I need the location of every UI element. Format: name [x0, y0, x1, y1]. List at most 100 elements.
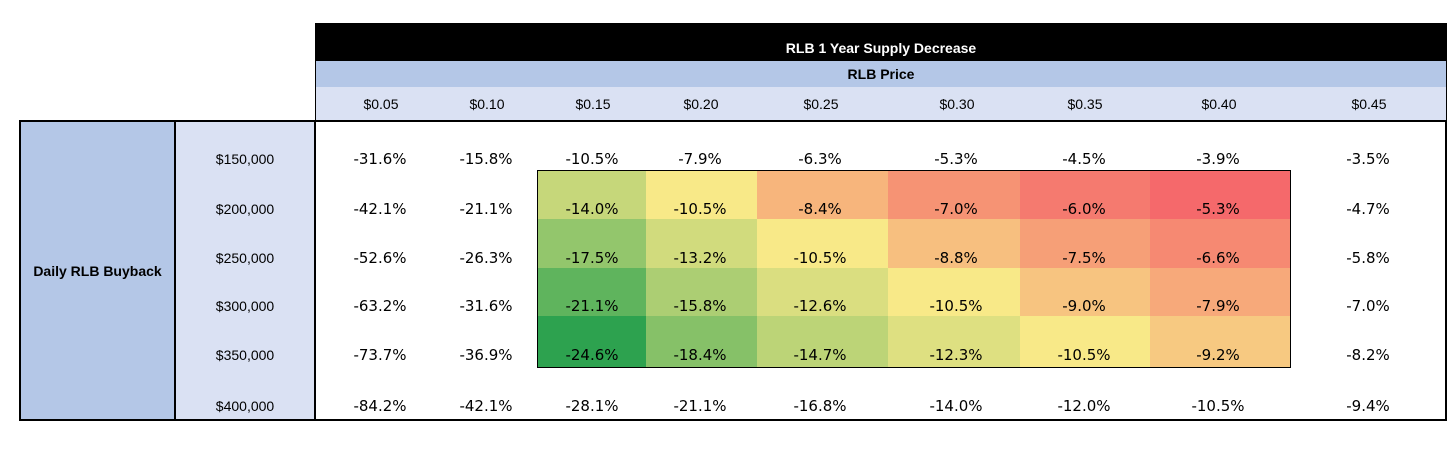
price-header-cell: $0.15 [575, 95, 611, 112]
heatmap-fill [1020, 268, 1150, 316]
heatmap-cell-value: -21.1% [459, 199, 513, 218]
heatmap-cell-value: -31.6% [353, 149, 407, 168]
heatmap-cell-value: -84.2% [353, 396, 407, 415]
buyback-row-label: $350,000 [215, 346, 275, 363]
heatmap-cell-value: -3.5% [1346, 149, 1390, 168]
heatmap-cell-value: -73.7% [353, 345, 407, 364]
heatmap-cell-value: -42.1% [353, 199, 407, 218]
buyback-row-label: $400,000 [215, 397, 275, 414]
heatmap-cell-value: -7.5% [1062, 248, 1106, 267]
heatmap-fill [1020, 316, 1150, 368]
heatmap-cell-value: -31.6% [459, 296, 513, 315]
buyback-row-label: $300,000 [215, 297, 275, 314]
heatmap-fill [757, 170, 888, 219]
heatmap-cell-value: -16.8% [793, 396, 847, 415]
divider-line [314, 120, 316, 421]
price-header-cell: $0.05 [363, 95, 399, 112]
heatmap-cell-value: -10.5% [793, 248, 847, 267]
table-frame [19, 120, 1447, 421]
heatmap-cell-value: -5.8% [1346, 248, 1390, 267]
heatmap-fill [888, 170, 1020, 219]
heatmap-cell-value: -7.9% [1196, 296, 1240, 315]
price-header-cell: $0.45 [1351, 95, 1387, 112]
price-header-cell: $0.25 [803, 95, 839, 112]
heatmap-cell-value: -4.5% [1062, 149, 1106, 168]
heatmap-fill [1150, 219, 1291, 268]
heatmap-fill [537, 219, 646, 268]
heatmap-fill [1150, 316, 1291, 368]
heatmap-fill [646, 170, 757, 219]
heatmap-cell-value: -10.5% [673, 199, 727, 218]
price-header-row: $0.05 $0.10 $0.15 $0.20 $0.25 $0.30 $0.35 $0.40… [315, 87, 1447, 120]
heatmap-fill [537, 316, 646, 368]
heatmap-cell-value: -10.5% [929, 296, 983, 315]
heatmap-cell-value: -14.7% [793, 345, 847, 364]
heatmap-fill [888, 316, 1020, 368]
heatmap-cell-value: -13.2% [673, 248, 727, 267]
heatmap-cell-value: -6.0% [1062, 199, 1106, 218]
heatmap-cell-value: -42.1% [459, 396, 513, 415]
heatmap-cell-value: -10.5% [565, 149, 619, 168]
heatmap-cell-value: -14.0% [565, 199, 619, 218]
heatmap-cell-value: -12.0% [1057, 396, 1111, 415]
heatmap-cell-value: -6.6% [1196, 248, 1240, 267]
heatmap-cell-value: -21.1% [673, 396, 727, 415]
row-label-column [176, 122, 314, 419]
heatmap-cell-value: -63.2% [353, 296, 407, 315]
heatmap-cell-value: -17.5% [565, 248, 619, 267]
heatmap-cell-value: -3.9% [1196, 149, 1240, 168]
buyback-row-label: $200,000 [215, 200, 275, 217]
heatmap-cell-value: -10.5% [1057, 345, 1111, 364]
heatmap-fill [1020, 219, 1150, 268]
heatmap-cell-value: -12.3% [929, 345, 983, 364]
heatmap-cell-value: -8.4% [798, 199, 842, 218]
buyback-row-label: $250,000 [215, 249, 275, 266]
heatmap-fill [646, 268, 757, 316]
heatmap-cell-value: -15.8% [673, 296, 727, 315]
heatmap-fill [1020, 170, 1150, 219]
heatmap-fill [1150, 268, 1291, 316]
price-header-cell: $0.30 [939, 95, 975, 112]
heatmap-cell-value: -12.6% [793, 296, 847, 315]
buyback-row-label: $150,000 [215, 150, 275, 167]
heatmap-cell-value: -15.8% [459, 149, 513, 168]
price-header-cell: $0.10 [469, 95, 505, 112]
heatmap-cell-value: -8.8% [934, 248, 978, 267]
row-group-header: Daily RLB Buyback [21, 122, 174, 419]
heatmap-cell-value: -5.3% [1196, 199, 1240, 218]
heatmap-cell-value: -7.0% [1346, 296, 1390, 315]
heatmap-fill [757, 219, 888, 268]
divider-line [174, 120, 176, 421]
heatmap-cell-value: -36.9% [459, 345, 513, 364]
heatmap-cell-value: -18.4% [673, 345, 727, 364]
heatmap-cell-value: -24.6% [565, 345, 619, 364]
heatmap-fill [757, 268, 888, 316]
heatmap-cell-value: -9.2% [1196, 345, 1240, 364]
heatmap-fill [537, 268, 646, 316]
heatmap-cell-value: -52.6% [353, 248, 407, 267]
heatmap-cell-value: -5.3% [934, 149, 978, 168]
table-title: RLB 1 Year Supply Decrease [315, 23, 1447, 61]
heatmap-fill [757, 316, 888, 368]
heatmap-fill [646, 316, 757, 368]
price-header-cell: $0.35 [1067, 95, 1103, 112]
heatmap-cell-value: -26.3% [459, 248, 513, 267]
heatmap-fill [1150, 170, 1291, 219]
price-header-cell: $0.40 [1201, 95, 1237, 112]
heatmap-cell-value: -21.1% [565, 296, 619, 315]
heatmap-cell-value: -7.0% [934, 199, 978, 218]
column-group-header: RLB Price [315, 61, 1447, 87]
heatmap-cell-value: -14.0% [929, 396, 983, 415]
heatmap-cell-value: -9.4% [1346, 396, 1390, 415]
heatmap-cell-value: -10.5% [1191, 396, 1245, 415]
heatmap-cell-value: -28.1% [565, 396, 619, 415]
heatmap-cell-value: -7.9% [678, 149, 722, 168]
heatmap-fill [537, 170, 646, 219]
price-header-cell: $0.20 [683, 95, 719, 112]
heatmap-cell-value: -9.0% [1062, 296, 1106, 315]
heatmap-cell-value: -4.7% [1346, 199, 1390, 218]
heatmap-fill [646, 219, 757, 268]
heatmap-cell-value: -8.2% [1346, 345, 1390, 364]
heatmap-fill [888, 219, 1020, 268]
heatmap-fill [888, 268, 1020, 316]
